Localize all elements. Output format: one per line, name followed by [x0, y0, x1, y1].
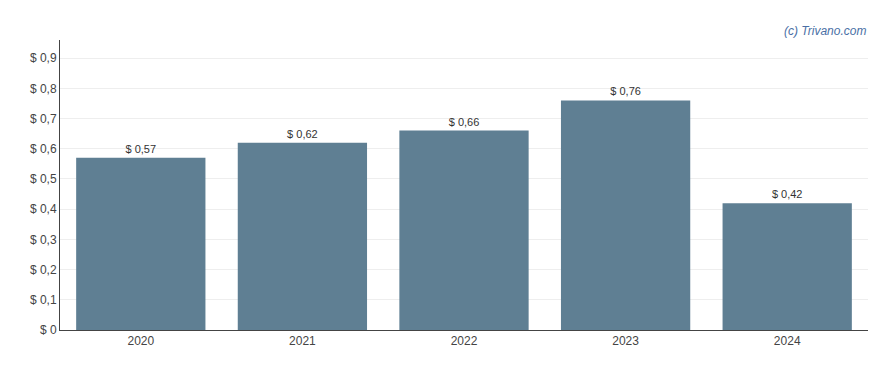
svg-text:(c) Trivano.com: (c) Trivano.com: [784, 24, 866, 38]
svg-text:$ 0,7: $ 0,7: [30, 112, 57, 126]
svg-text:$ 0,42: $ 0,42: [772, 188, 803, 200]
svg-text:$ 0,76: $ 0,76: [610, 85, 641, 97]
svg-text:$ 0: $ 0: [40, 323, 57, 337]
svg-text:2020: 2020: [127, 334, 154, 348]
svg-text:$ 0,2: $ 0,2: [30, 263, 57, 277]
svg-text:2024: 2024: [774, 334, 801, 348]
svg-text:2023: 2023: [612, 334, 639, 348]
svg-text:$ 0,4: $ 0,4: [30, 202, 57, 216]
svg-text:$ 0,3: $ 0,3: [30, 233, 57, 247]
svg-text:$ 0,57: $ 0,57: [126, 143, 157, 155]
svg-text:$ 0,6: $ 0,6: [30, 142, 57, 156]
svg-text:$ 0,1: $ 0,1: [30, 293, 57, 307]
svg-text:2021: 2021: [289, 334, 316, 348]
svg-text:$ 0,66: $ 0,66: [449, 116, 480, 128]
svg-text:$ 0,62: $ 0,62: [287, 128, 318, 140]
svg-text:2022: 2022: [451, 334, 478, 348]
svg-text:$ 0,9: $ 0,9: [30, 51, 57, 65]
svg-text:$ 0,5: $ 0,5: [30, 172, 57, 186]
svg-text:$ 0,8: $ 0,8: [30, 82, 57, 96]
